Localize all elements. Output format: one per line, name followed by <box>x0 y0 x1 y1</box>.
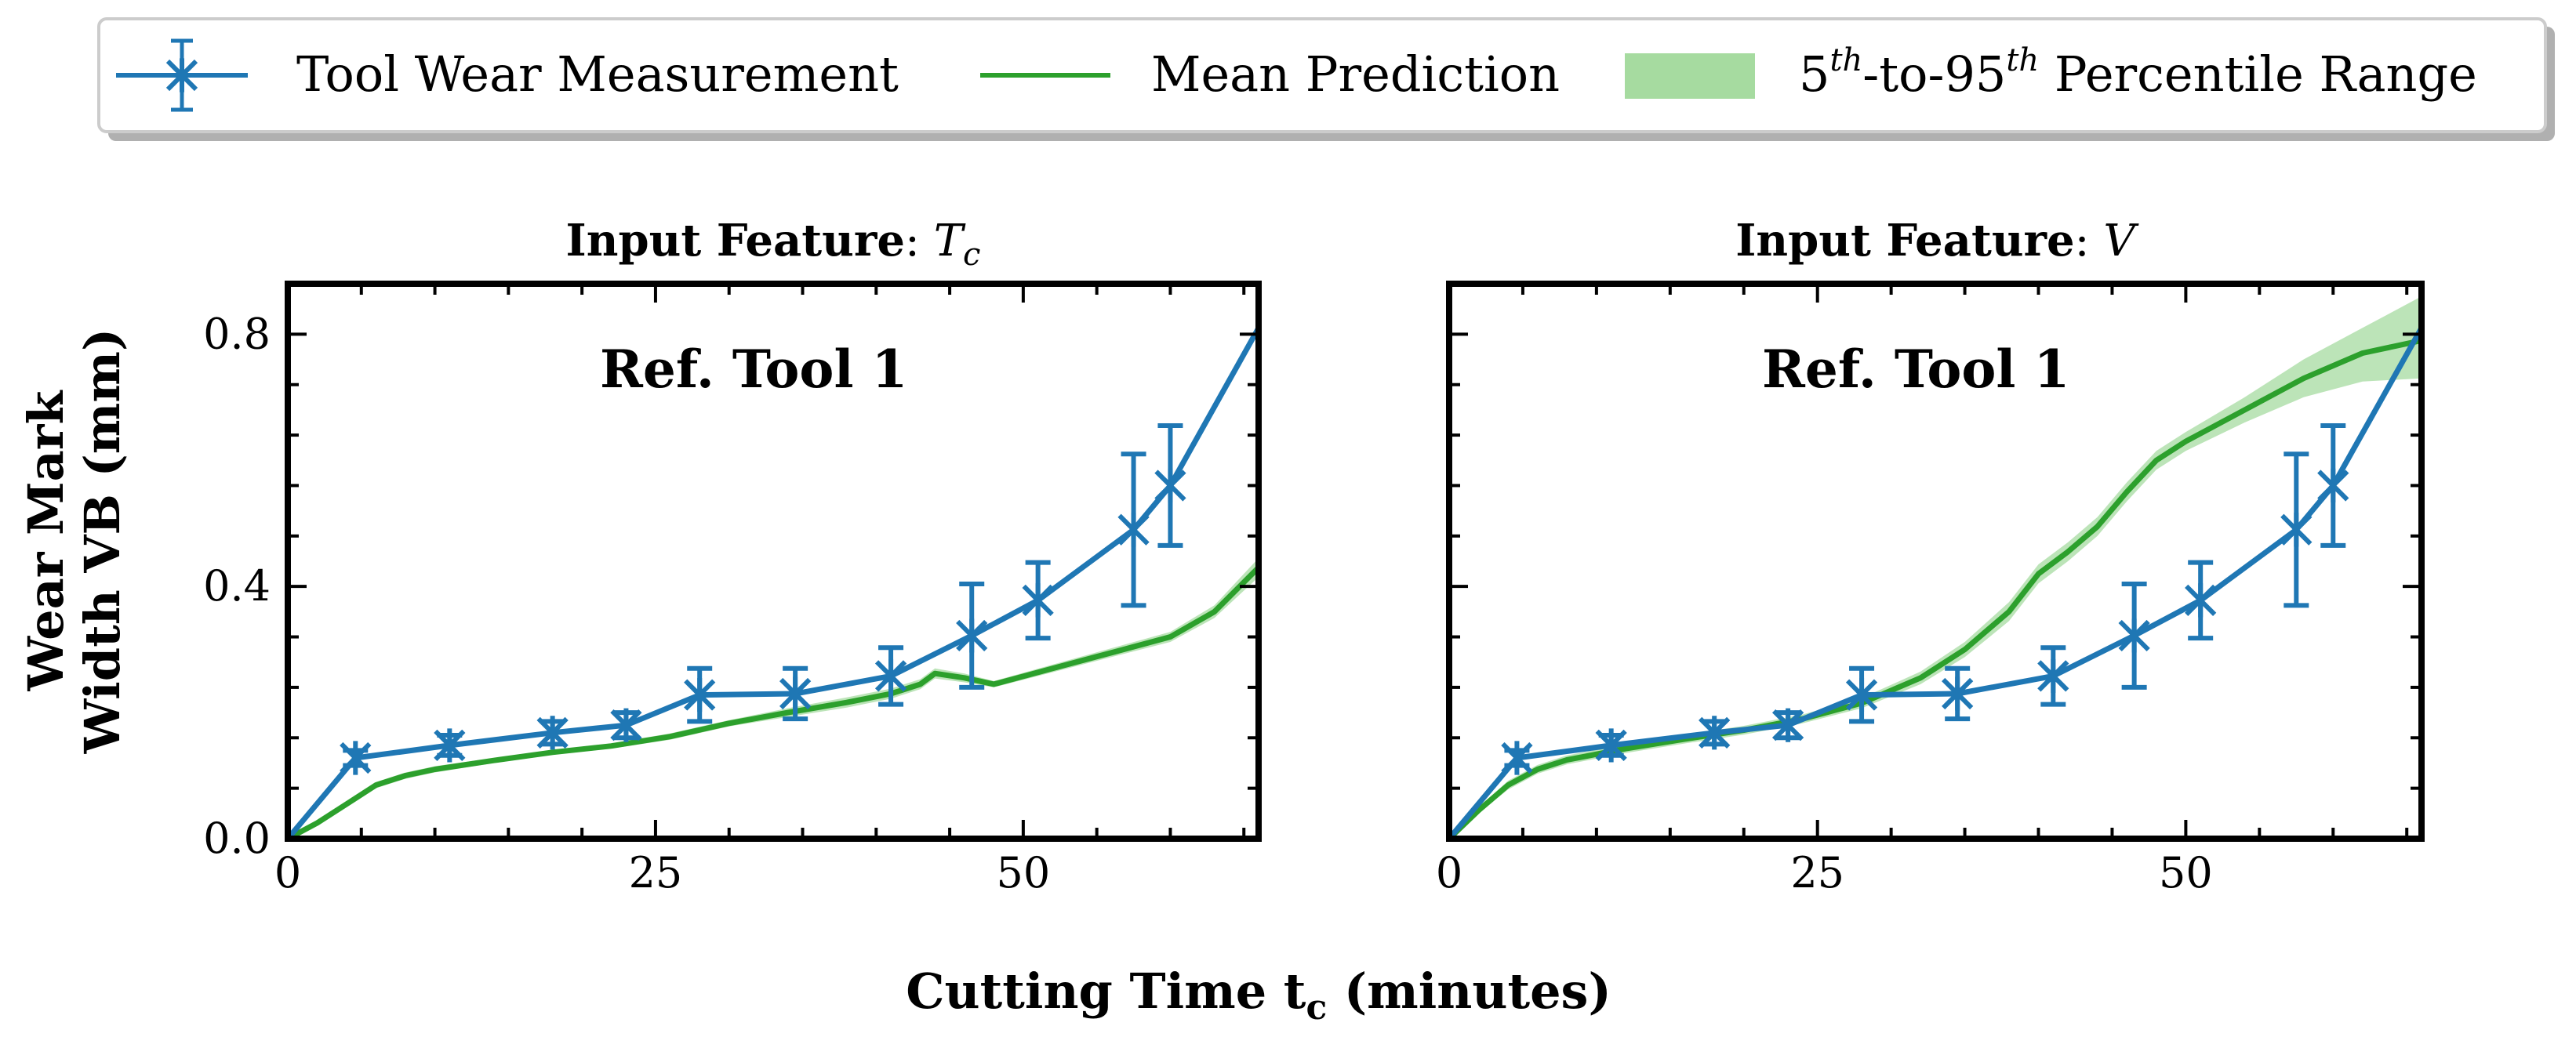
measurement-point <box>779 665 812 722</box>
measurement-marker <box>779 676 812 711</box>
measurement-marker <box>1771 708 1804 742</box>
measurement-point <box>684 665 716 724</box>
measurement-point <box>2317 423 2349 548</box>
chart-panel-left: 0.0 0.4 0.8 0 25 50 Input Feature: Tc Ref. Tool… <box>203 215 1262 897</box>
plot-area <box>1449 296 2422 839</box>
legend-band-mid: -to-95 <box>1862 45 2006 103</box>
panel-annotation: Ref. Tool 1 <box>600 339 907 400</box>
percentile-band <box>288 558 1259 839</box>
mean-prediction-line <box>288 565 1259 839</box>
measurement-line <box>288 326 1259 839</box>
measurement-marker <box>1154 468 1186 503</box>
axes-frame <box>285 281 1262 842</box>
legend-entry-measurement: Tool Wear Measurement <box>116 38 899 112</box>
legend-band-label: 5th-to-95th Percentile Range <box>1799 42 2477 103</box>
x-tick-label: 25 <box>1790 848 1844 897</box>
measurement-point <box>2280 451 2313 608</box>
measurement-marker <box>340 741 372 775</box>
y-axis-label-line2: Width VB (mm) <box>74 328 131 755</box>
legend-band-lead: 5 <box>1799 45 1829 103</box>
legend: Tool Wear Measurement Mean Prediction 5t… <box>97 17 2555 141</box>
legend-entry-band: 5th-to-95th Percentile Range <box>1625 42 2477 103</box>
measurement-marker <box>536 716 569 750</box>
measurement-point <box>2185 560 2217 641</box>
legend-measurement-marker-icon <box>165 58 198 92</box>
measurement-marker <box>956 618 988 653</box>
measurement-marker <box>874 658 907 694</box>
measurement-point <box>1699 716 1731 750</box>
legend-measurement-label: Tool Wear Measurement <box>296 45 899 103</box>
x-tick-label: 0 <box>1436 848 1462 897</box>
measurement-marker <box>1845 677 1878 712</box>
chart-panel-right: 0 25 50 Input Feature: V Ref. Tool 1 <box>1436 215 2425 897</box>
measurement-point <box>2118 581 2150 690</box>
panel-title-bold: Input Feature <box>1735 215 2074 267</box>
panel-title-var: V <box>2103 216 2139 267</box>
measurement-marker <box>2118 618 2150 653</box>
x-tick-label: 25 <box>629 848 683 897</box>
measurement-marker <box>610 708 642 742</box>
plot-area <box>288 326 1259 839</box>
measurement-marker <box>1022 583 1054 618</box>
measurement-point <box>1154 423 1186 548</box>
measurement-marker <box>1117 513 1150 547</box>
panel-title-bold: Input Feature <box>566 215 905 267</box>
panel-title: Input Feature: V <box>1735 215 2139 267</box>
measurement-point <box>1501 741 1533 775</box>
measurement-marker <box>1501 741 1533 775</box>
measurement-point <box>1595 728 1627 763</box>
measurement-point <box>610 708 642 742</box>
x-tick-label: 50 <box>997 848 1051 897</box>
panel-title: Input Feature: Tc <box>566 215 981 273</box>
legend-box <box>97 17 2547 133</box>
measurement-marker <box>2280 513 2313 547</box>
measurement-point <box>1771 708 1804 742</box>
legend-entry-prediction: Mean Prediction <box>980 45 1560 103</box>
x-axis-label: Cutting Time tc (minutes) <box>906 963 1611 1028</box>
measurement-point <box>874 645 907 707</box>
y-tick-label: 0.8 <box>203 309 271 358</box>
panel-title-sep: : <box>905 216 934 267</box>
axes-frame <box>1446 281 2425 842</box>
legend-band-sup1: th <box>1829 42 1862 78</box>
measurement-marker <box>434 728 466 763</box>
measurement-point <box>434 728 466 763</box>
measurement-marker <box>1699 716 1731 750</box>
panel-title-sep: : <box>2075 216 2104 267</box>
percentile-band <box>1449 296 2422 839</box>
measurement-marker <box>1595 728 1627 763</box>
measurement-point <box>1942 665 1974 722</box>
y-axis-label: Wear Mark Width VB (mm) <box>17 328 131 755</box>
y-axis-label-line1: Wear Mark <box>17 390 74 692</box>
legend-prediction-label: Mean Prediction <box>1151 45 1560 103</box>
x-tick-label: 0 <box>274 848 301 897</box>
measurement-point <box>536 716 569 750</box>
measurement-marker <box>2317 468 2349 503</box>
measurement-marker <box>1942 676 1974 711</box>
measurement-marker <box>2185 583 2217 618</box>
measurement-marker <box>684 677 716 712</box>
legend-band-sup2: th <box>2006 42 2039 78</box>
mean-prediction-line <box>1449 337 2422 839</box>
measurement-point <box>956 581 988 690</box>
legend-band-swatch <box>1625 53 1755 99</box>
y-tick-label: 0.4 <box>203 561 271 611</box>
panel-title-var: T <box>934 216 966 267</box>
measurement-point <box>1845 665 1878 724</box>
measurement-point <box>1022 560 1054 641</box>
x-tick-label: 50 <box>2159 848 2213 897</box>
measurement-point <box>1117 451 1150 608</box>
measurement-point <box>340 741 372 775</box>
x-axis-label-tail: (minutes) <box>1327 963 1611 1020</box>
x-axis-label-sub: c <box>1306 988 1327 1028</box>
legend-band-tail: Percentile Range <box>2039 45 2477 103</box>
measurement-marker <box>2037 658 2069 694</box>
panel-annotation: Ref. Tool 1 <box>1762 339 2069 400</box>
panel-title-var-sub: c <box>963 237 980 273</box>
y-tick-label: 0.0 <box>203 814 271 863</box>
measurement-point <box>2037 645 2069 707</box>
x-axis-label-main: Cutting Time t <box>906 963 1306 1020</box>
